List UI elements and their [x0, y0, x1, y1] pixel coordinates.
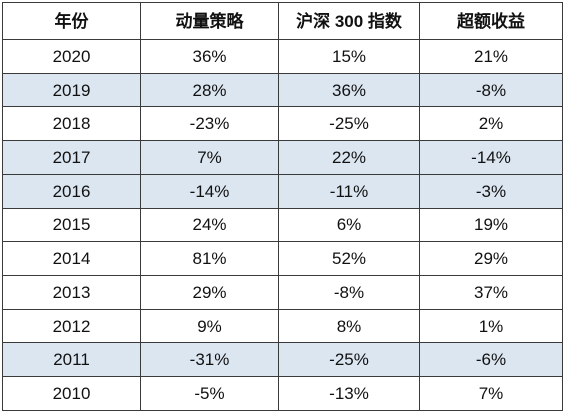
- column-header-excess: 超额收益: [419, 2, 563, 40]
- cell-year: 2014: [2, 241, 141, 277]
- cell-excess: 19%: [419, 207, 563, 243]
- cell-year: 2010: [2, 376, 141, 411]
- cell-year: 2013: [2, 275, 141, 310]
- table-row: 2017 7% 22% -14%: [2, 140, 563, 175]
- cell-excess: 2%: [419, 106, 563, 142]
- cell-csi300: 22%: [278, 140, 420, 175]
- cell-csi300: 36%: [278, 72, 420, 108]
- table-row: 2012 9% 8% 1%: [2, 308, 563, 344]
- cell-momentum: 28%: [140, 72, 279, 108]
- cell-csi300: 8%: [278, 308, 420, 344]
- table-row: 2020 36% 15% 21%: [2, 39, 563, 74]
- column-header-csi300: 沪深 300 指数: [278, 2, 420, 40]
- table-row: 2013 29% -8% 37%: [2, 275, 563, 310]
- cell-momentum: -23%: [140, 106, 279, 142]
- table-body: 2020 36% 15% 21% 2019 28% 36% -8% 2018 -23% -25% 2%…: [2, 39, 563, 411]
- cell-excess: 29%: [419, 241, 563, 277]
- cell-excess: 37%: [419, 275, 563, 310]
- cell-csi300: -13%: [278, 376, 420, 411]
- cell-excess: -3%: [419, 173, 563, 209]
- cell-momentum: 36%: [140, 39, 279, 74]
- table-row: 2018 -23% -25% 2%: [2, 106, 563, 142]
- returns-table-container: 年份 动量策略 沪深 300 指数 超额收益 2020 36% 15% 21% 2019…: [2, 2, 563, 411]
- cell-year: 2017: [2, 140, 141, 175]
- table-row: 2014 81% 52% 29%: [2, 241, 563, 277]
- table-row: 2019 28% 36% -8%: [2, 72, 563, 108]
- table-row: 2015 24% 6% 19%: [2, 207, 563, 243]
- column-header-momentum: 动量策略: [140, 2, 279, 40]
- cell-year: 2011: [2, 342, 141, 378]
- cell-csi300: -25%: [278, 106, 420, 142]
- cell-csi300: -8%: [278, 275, 420, 310]
- cell-year: 2020: [2, 39, 141, 74]
- cell-momentum: -5%: [140, 376, 279, 411]
- cell-csi300: -25%: [278, 342, 420, 378]
- cell-csi300: -11%: [278, 173, 420, 209]
- table-header-row: 年份 动量策略 沪深 300 指数 超额收益: [2, 2, 563, 40]
- cell-year: 2019: [2, 72, 141, 108]
- cell-momentum: 24%: [140, 207, 279, 243]
- cell-year: 2012: [2, 308, 141, 344]
- cell-momentum: 9%: [140, 308, 279, 344]
- cell-csi300: 6%: [278, 207, 420, 243]
- cell-momentum: 7%: [140, 140, 279, 175]
- cell-excess: -8%: [419, 72, 563, 108]
- cell-momentum: -14%: [140, 173, 279, 209]
- cell-year: 2016: [2, 173, 141, 209]
- cell-excess: 1%: [419, 308, 563, 344]
- table-row: 2011 -31% -25% -6%: [2, 342, 563, 378]
- table-row: 2016 -14% -11% -3%: [2, 173, 563, 209]
- returns-table: 年份 动量策略 沪深 300 指数 超额收益 2020 36% 15% 21% 2019…: [2, 2, 563, 411]
- cell-momentum: 81%: [140, 241, 279, 277]
- cell-year: 2015: [2, 207, 141, 243]
- column-header-year: 年份: [2, 2, 141, 40]
- cell-csi300: 15%: [278, 39, 420, 74]
- cell-csi300: 52%: [278, 241, 420, 277]
- cell-momentum: -31%: [140, 342, 279, 378]
- cell-excess: 7%: [419, 376, 563, 411]
- cell-excess: -6%: [419, 342, 563, 378]
- table-row: 2010 -5% -13% 7%: [2, 376, 563, 411]
- cell-excess: 21%: [419, 39, 563, 74]
- cell-year: 2018: [2, 106, 141, 142]
- cell-momentum: 29%: [140, 275, 279, 310]
- cell-excess: -14%: [419, 140, 563, 175]
